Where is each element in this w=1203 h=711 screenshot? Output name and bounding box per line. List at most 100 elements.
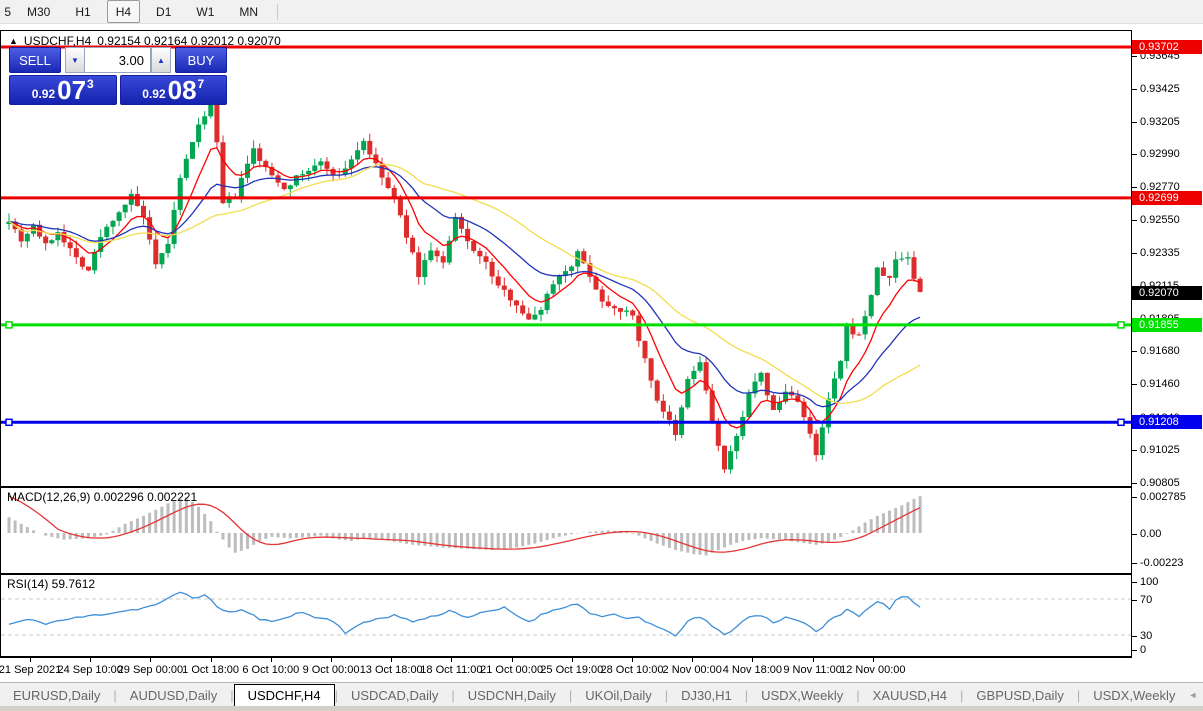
macd-label: MACD(12,26,9) 0.002296 0.002221 <box>7 490 198 504</box>
chart-window: ▲ USDCHF,H4 0.92154 0.92164 0.92012 0.92… <box>0 30 1203 682</box>
timeframe-button-m30[interactable]: M30 <box>27 4 51 19</box>
timeframe-m5-partial[interactable]: 5 <box>4 4 11 19</box>
chart-tab-dj30-h1[interactable]: DJ30,H1 <box>681 687 732 703</box>
tab-separator: | <box>451 687 455 703</box>
buy-price-main: 08 <box>167 75 197 105</box>
axis-tick <box>1132 600 1137 601</box>
axis-tick <box>1132 582 1137 583</box>
timeframe-button-h1[interactable]: H1 <box>75 4 91 19</box>
tab-separator: | <box>334 687 338 703</box>
chart-tab-gbpusd-daily[interactable]: GBPUSD,Daily <box>976 687 1064 703</box>
tab-scroll-left-icon[interactable]: ◄ <box>1188 690 1198 700</box>
level-price-label: 0.91208 <box>1132 415 1202 430</box>
timeframe-button-d1[interactable]: D1 <box>156 4 172 19</box>
sell-button[interactable]: SELL <box>9 47 61 73</box>
axis-tick <box>1132 449 1137 451</box>
time-label: 25 Oct 19:00 <box>540 664 604 676</box>
macd-chart-canvas[interactable] <box>1 488 1131 572</box>
price-tick-label: 0.92550 <box>1140 214 1180 227</box>
time-tick <box>692 658 694 662</box>
collapse-arrow-icon[interactable]: ▲ <box>9 36 18 46</box>
time-tick <box>270 658 272 662</box>
time-label: 28 Oct 10:00 <box>600 664 664 676</box>
timeframe-toolbar: 5 M30 H1 H4 D1 W1 MN <box>0 0 1203 24</box>
time-scale[interactable]: 21 Sep 2021 24 Sep 10:00 29 Sep 00:00 1 Oct… <box>0 658 1203 682</box>
time-tick <box>90 658 92 662</box>
level-price-label: 0.93702 <box>1132 39 1202 54</box>
status-strip <box>0 706 1203 711</box>
chart-tab-usdchf-h4[interactable]: USDCHF,H4 <box>233 683 335 707</box>
axis-tick <box>1132 154 1137 156</box>
rsi-axis-label: 30 <box>1140 630 1153 642</box>
price-tick-label: 0.92990 <box>1140 148 1180 161</box>
price-tick-label: 0.93205 <box>1140 115 1180 128</box>
time-tick <box>632 658 633 662</box>
level-price-label: 0.91855 <box>1132 317 1202 332</box>
chart-tab-eurusd-daily[interactable]: EURUSD,Daily <box>13 687 101 703</box>
chart-ohlc-values: 0.92154 0.92164 0.92012 0.92070 <box>97 34 281 48</box>
rsi-axis-label: 100 <box>1140 576 1159 588</box>
candlestick-chart-canvas[interactable] <box>1 31 1131 486</box>
time-tick <box>752 658 754 662</box>
time-label: 6 Oct 10:00 <box>242 664 300 676</box>
time-label: 2 Nov 00:00 <box>662 664 722 676</box>
axis-tick <box>1132 482 1137 484</box>
chart-tab-usdcnh-daily[interactable]: USDCNH,Daily <box>467 687 556 703</box>
timeframe-button-mn[interactable]: MN <box>239 4 259 19</box>
tab-separator: | <box>960 687 964 703</box>
timeframe-buttons: M30 H1 H4 D1 W1 MN <box>11 0 267 23</box>
price-chart-panel[interactable]: ▲ USDCHF,H4 0.92154 0.92164 0.92012 0.92… <box>0 30 1132 488</box>
price-tick-label: 0.93425 <box>1140 82 1180 95</box>
time-tick <box>150 658 152 662</box>
time-label: 21 Oct 00:00 <box>480 664 544 676</box>
time-tick <box>511 658 513 662</box>
axis-tick <box>1132 55 1137 57</box>
macd-panel[interactable]: MACD(12,26,9) 0.002296 0.002221 <box>0 488 1132 575</box>
volume-decrease-button[interactable]: ▼ <box>65 47 85 73</box>
time-label: 9 Nov 11:00 <box>783 664 842 676</box>
volume-increase-button[interactable]: ▲ <box>151 47 171 73</box>
chart-title: USDCHF,H4 <box>23 34 92 48</box>
buy-price-display[interactable]: 0.92 08 7 <box>119 75 227 105</box>
time-label: 1 Oct 18:00 <box>182 664 240 676</box>
axis-tick <box>1132 384 1137 386</box>
price-axis[interactable]: 0.93645 0.93425 0.93205 0.92990 0.92770 0.925… <box>1132 30 1203 658</box>
time-tick <box>451 658 453 662</box>
axis-tick <box>1132 220 1137 222</box>
tab-scroll-controls: ◄ ► <box>1188 690 1203 700</box>
chart-tab-usdcad-daily[interactable]: USDCAD,Daily <box>350 687 439 703</box>
tab-separator: | <box>1076 687 1081 703</box>
price-tick-label: 0.91460 <box>1140 378 1180 391</box>
chart-tab-ukoil-daily[interactable]: UKOil,Daily <box>585 687 652 703</box>
buy-button[interactable]: BUY <box>175 47 227 73</box>
chart-tab-usdx-weekly[interactable]: USDX,Weekly <box>761 687 844 703</box>
tab-separator: | <box>664 687 669 703</box>
toolbar-separator <box>277 3 279 20</box>
axis-tick <box>1132 88 1137 90</box>
sell-price-main: 07 <box>57 75 87 105</box>
price-tick-label: 0.91680 <box>1140 345 1180 358</box>
chart-tab-usdx-weekly[interactable]: USDX,Weekly <box>1093 687 1176 703</box>
time-tick <box>331 658 332 662</box>
macd-axis-label: 0.002785 <box>1140 491 1186 504</box>
chart-tab-xauusd-h4[interactable]: XAUUSD,H4 <box>872 687 948 703</box>
rsi-axis-label: 0 <box>1140 644 1147 656</box>
macd-axis-label: 0.00 <box>1140 528 1162 540</box>
sell-price-display[interactable]: 0.92 07 3 <box>9 75 117 105</box>
rsi-chart-canvas[interactable] <box>1 575 1131 655</box>
time-label: 9 Oct 00:00 <box>302 664 360 676</box>
tab-separator: | <box>744 687 749 703</box>
price-tick-label: 0.91025 <box>1140 443 1180 456</box>
axis-tick <box>1132 351 1137 353</box>
timeframe-button-w1[interactable]: W1 <box>196 4 215 19</box>
axis-tick <box>1132 563 1137 565</box>
time-tick <box>30 658 31 662</box>
timeframe-button-h4[interactable]: H4 <box>106 0 141 23</box>
time-label: 24 Sep 10:00 <box>57 664 123 676</box>
time-label: 4 Nov 18:00 <box>722 664 783 676</box>
time-label: 29 Sep 00:00 <box>117 664 184 676</box>
time-label: 13 Oct 18:00 <box>359 664 423 676</box>
volume-input[interactable]: 3.00 <box>85 47 151 73</box>
rsi-panel[interactable]: RSI(14) 59.7612 <box>0 575 1132 658</box>
chart-tab-audusd-daily[interactable]: AUDUSD,Daily <box>129 687 218 703</box>
